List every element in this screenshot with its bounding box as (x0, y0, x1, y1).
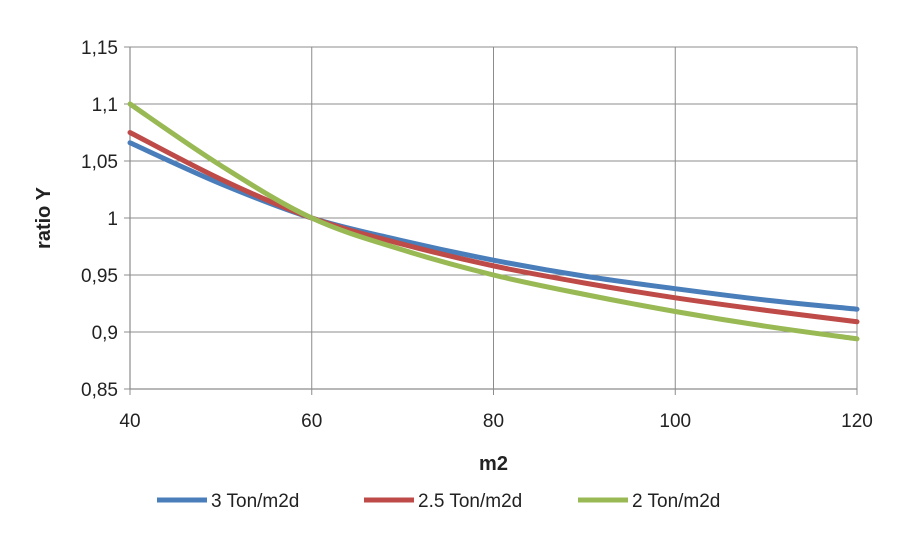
legend-item-1: 3 Ton/m2d (157, 491, 299, 512)
y-tick-label: 1,15 (81, 38, 118, 59)
y-tick-label: 0,85 (81, 380, 118, 401)
gridlines (129, 46, 858, 390)
x-tick-label: 60 (301, 411, 322, 432)
axes (124, 46, 858, 395)
y-tick-labels: 0,85 0,9 0,95 1 1,05 1,1 1,15 (81, 38, 118, 401)
x-tick-labels: 40 60 80 100 120 (119, 411, 872, 432)
legend-item-2: 2.5 Ton/m2d (364, 491, 522, 512)
y-tick-label: 0,9 (92, 323, 118, 344)
series-line-3 (127, 101, 860, 342)
x-tick-label: 80 (483, 411, 504, 432)
legend-label: 3 Ton/m2d (211, 491, 299, 512)
series-lines (127, 101, 860, 342)
y-tick-label: 1 (107, 209, 118, 230)
series-line-1 (127, 140, 860, 312)
legend-item-3: 2 Ton/m2d (578, 491, 720, 512)
y-tick-label: 1,1 (92, 95, 118, 116)
y-tick-label: 1,05 (81, 152, 118, 173)
legend-label: 2.5 Ton/m2d (418, 491, 522, 512)
series-line-2 (127, 130, 860, 325)
legend-label: 2 Ton/m2d (632, 491, 720, 512)
y-axis-title: ratio Y (33, 186, 55, 249)
x-tick-label: 120 (841, 411, 873, 432)
y-tick-label: 0,95 (81, 266, 118, 287)
x-tick-label: 40 (119, 411, 140, 432)
x-axis-title: m2 (479, 453, 508, 475)
x-tick-label: 100 (659, 411, 691, 432)
legend: 3 Ton/m2d 2.5 Ton/m2d 2 Ton/m2d (157, 491, 720, 512)
